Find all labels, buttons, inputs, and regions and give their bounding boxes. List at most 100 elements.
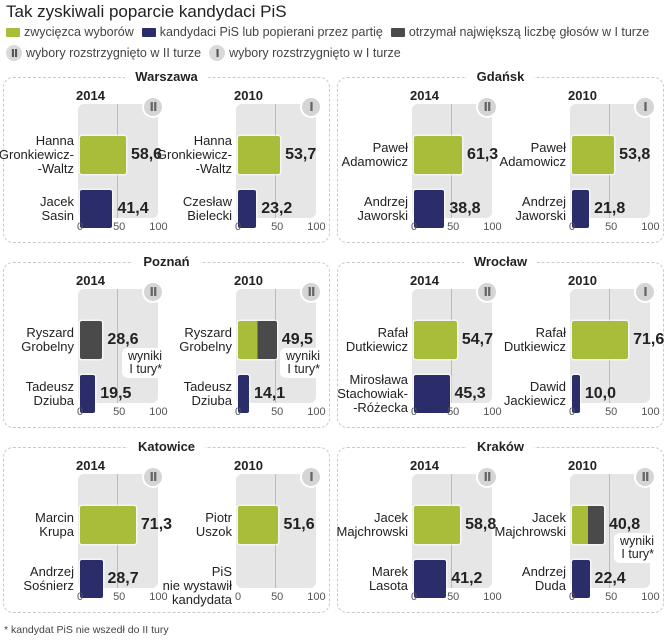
year-label: 2010 (234, 88, 263, 103)
value-label: 58,6 (130, 146, 163, 163)
year-chart: 2010 I Hanna Gronkiewicz- -Waltz 53,7 Czesław B… (157, 78, 326, 244)
tick-label: 50 (447, 406, 460, 418)
candidate-name: Andrzej Sośnierz (0, 565, 74, 593)
value-label: 61,3 (467, 146, 499, 163)
legend-item-round-2: II wybory rozstrzygnięto w II turze (6, 45, 201, 61)
bar (572, 375, 580, 413)
tick-label: 100 (483, 221, 502, 233)
year-chart: 2014 II Marcin Krupa 71,3 Andrzej Sośnierz 28,7… (4, 448, 172, 614)
name-line: Dutkiewicz (345, 339, 408, 354)
bar (414, 190, 445, 228)
name-line: Jaworski (357, 208, 408, 223)
value-label: 51,6 (283, 516, 315, 533)
tick-label: 50 (271, 221, 284, 233)
name-line: nie wystawił (162, 578, 232, 593)
name-line: Sośnierz (23, 578, 74, 593)
bar (572, 560, 590, 598)
pis-swatch-icon (141, 27, 156, 37)
name-line: Tadeusz (25, 379, 74, 394)
name-line: Andrzej (521, 194, 566, 209)
legend-colors: zwycięzca wyborów kandydaci PiS lub popi… (6, 25, 657, 39)
value-label: 40,8 (608, 516, 641, 533)
bar (80, 506, 136, 544)
tick-label: 100 (149, 591, 168, 603)
legend-label: wybory rozstrzygnięto w I turze (229, 46, 401, 60)
name-line: Marek (371, 564, 408, 579)
year-label: 2010 (234, 458, 263, 473)
name-line: -Różecka (353, 400, 408, 415)
name-line: Rafał (535, 325, 566, 340)
name-line: Bielecki (187, 208, 232, 223)
name-line: Stachowiak- (337, 386, 408, 401)
city-panel: Wrocław 2014 II Rafał Dutkiewicz 54,7 Mirosław… (337, 254, 664, 429)
tick-label: 50 (113, 221, 126, 233)
value-label: 71,6 (633, 331, 665, 348)
candidate-name: Andrzej Jaworski (328, 195, 408, 223)
candidate-name: Mirosława Stachowiak- -Różecka (328, 373, 408, 415)
city-panel: Gdańsk 2014 II Paweł Adamowicz 61,3 Andrzej Jaw… (337, 69, 664, 244)
year-chart: 2010 I Rafał Dutkiewicz 71,6 Dawid Jackiewicz 1… (496, 263, 664, 429)
value-label: 41,2 (451, 570, 483, 587)
round-two-icon: II (476, 466, 498, 488)
tick-label: 50 (605, 591, 618, 603)
name-line: -Waltz (195, 161, 232, 176)
year-chart: 2010 II Ryszard Grobelny 49,5 Tadeusz Dziuba 14… (162, 263, 326, 429)
name-line: Uszok (195, 524, 232, 539)
name-line: Krupa (39, 524, 74, 539)
city-title: Katowice (4, 438, 329, 456)
value-label: 38,8 (449, 200, 481, 217)
year-label: 2014 (76, 458, 105, 473)
gridline-50 (117, 289, 119, 403)
round-two-icon: II (142, 281, 164, 303)
tick-label: 0 (410, 406, 418, 418)
name-line: Jaworski (515, 208, 566, 223)
round-one-icon: I (209, 45, 226, 61)
bar (238, 321, 277, 359)
candidate-name: Jacek Majchrowski (328, 511, 408, 539)
name-line: PiS (211, 564, 232, 579)
year-chart: 2014 II Paweł Adamowicz 61,3 Andrzej Jaworski 3… (338, 78, 502, 244)
round-two-icon: II (6, 45, 22, 61)
name-line: -Waltz (37, 161, 74, 176)
note-line: I tury* (621, 547, 655, 561)
first-round-note: wyniki I tury* (280, 348, 323, 378)
name-line: Rafał (377, 325, 408, 340)
city-title: Poznań (4, 253, 329, 271)
tick-label: 100 (483, 406, 502, 418)
note-line: wyniki (620, 534, 655, 548)
year-chart: 2014 II Hanna Gronkiewicz- -Waltz 58,6 Jacek Sa… (0, 78, 168, 244)
value-label: 45,3 (454, 385, 486, 402)
name-line: Tadeusz (183, 379, 232, 394)
tick-label: 100 (641, 591, 660, 603)
footnote: * kandydat PiS nie wszedł do II tury (4, 624, 169, 636)
tick-label: 100 (149, 221, 168, 233)
name-line: Majchrowski (336, 524, 408, 539)
name-line: Hanna (35, 133, 74, 148)
value-label: 58,8 (465, 516, 497, 533)
name-line: Ryszard (184, 325, 232, 340)
value-label: 54,7 (461, 331, 494, 348)
year-label: 2014 (76, 273, 105, 288)
legend-label: zwycięzca wyborów (24, 25, 134, 39)
year-label: 2010 (234, 273, 263, 288)
year-chart: 2010 II Jacek Majchrowski 40,8 Andrzej Duda 22,… (494, 448, 660, 614)
legend-item-winner: zwycięzca wyborów (6, 25, 134, 39)
name-line: Ryszard (26, 325, 74, 340)
value-label: 71,3 (140, 516, 173, 533)
tick-label: 100 (307, 406, 326, 418)
candidate-name: Rafał Dutkiewicz (328, 326, 408, 354)
name-line: Paweł (530, 140, 566, 155)
city-title: Wrocław (338, 253, 663, 271)
name-line: Czesław (182, 194, 232, 209)
name-line: Dziuba (191, 393, 232, 408)
name-line: Paweł (372, 140, 408, 155)
tick-label: 0 (568, 406, 576, 418)
value-label: 28,6 (107, 331, 139, 348)
year-label: 2010 (568, 458, 597, 473)
candidate-name: Andrzej Jaworski (486, 195, 566, 223)
year-label: 2014 (76, 88, 105, 103)
round-two-icon: II (142, 466, 164, 488)
year-chart: 2010 I Paweł Adamowicz 53,8 Andrzej Jaworski 21… (496, 78, 660, 244)
value-label: 14,1 (254, 385, 286, 402)
tick-label: 50 (447, 221, 460, 233)
